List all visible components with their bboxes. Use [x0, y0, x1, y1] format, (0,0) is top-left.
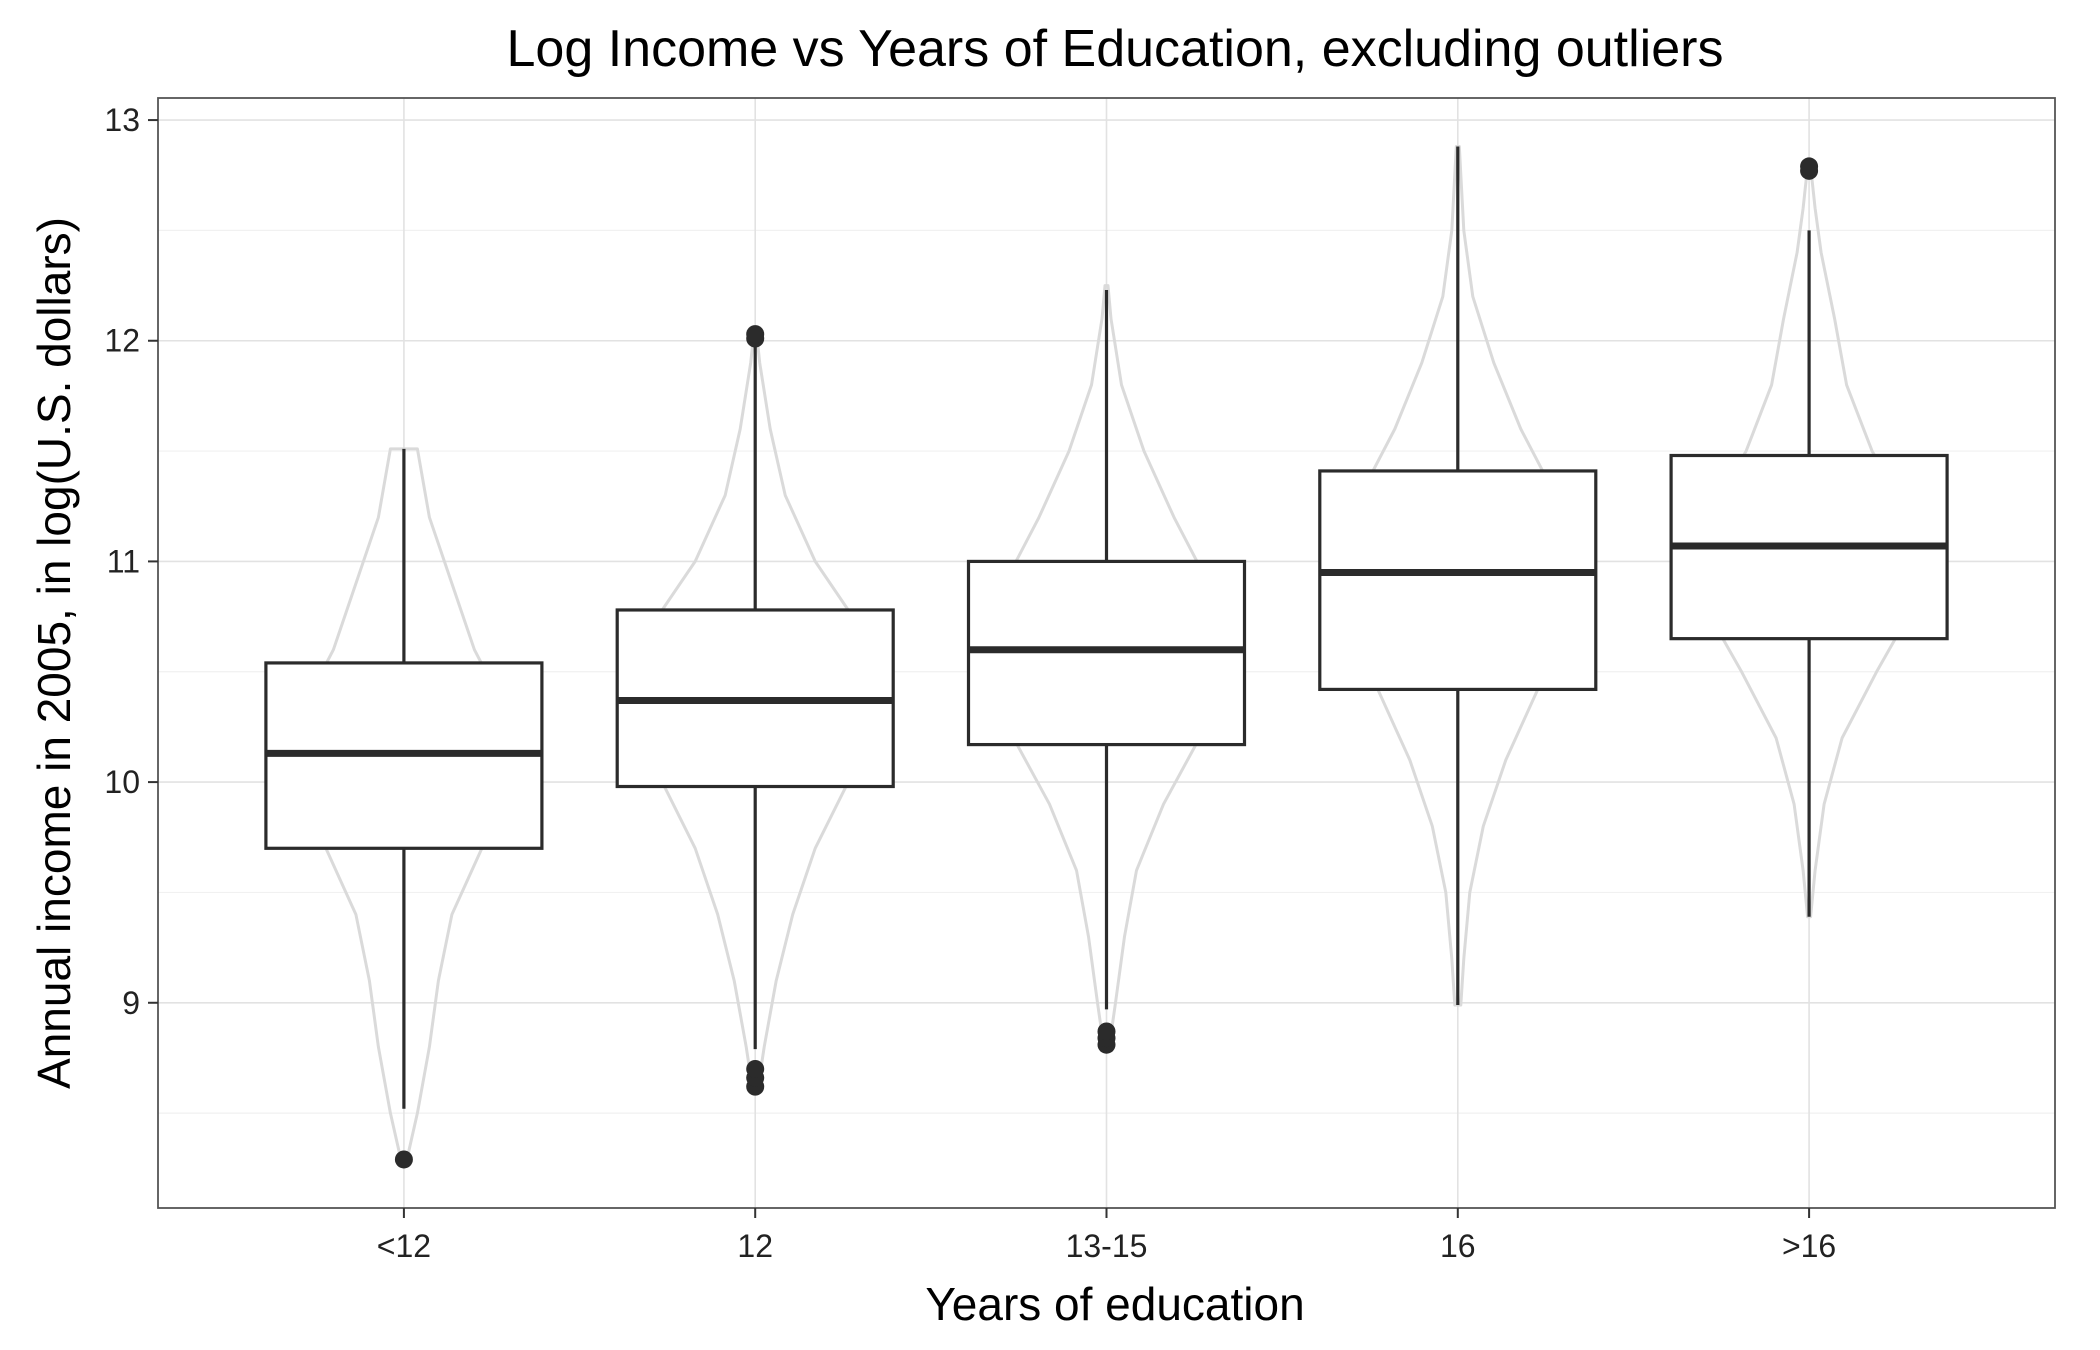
chart-title: Log Income vs Years of Education, exclud… [507, 20, 1724, 78]
outlier-point [746, 325, 765, 344]
violin-3 [1339, 145, 1577, 1007]
box-layer [264, 146, 1949, 1169]
outlier-point [1800, 157, 1819, 176]
y-tick-label: 13 [104, 102, 140, 138]
y-tick-label: 9 [122, 985, 140, 1021]
x-tick-label: >16 [1782, 1228, 1836, 1264]
y-axis-title: Annual income in 2005, in log(U.S. dolla… [28, 217, 80, 1089]
outlier-point [394, 1150, 413, 1169]
x-tick-label: 13-15 [1066, 1228, 1148, 1264]
x-tick-label: 16 [1440, 1228, 1476, 1264]
x-tick-label: <12 [377, 1228, 431, 1264]
x-axis: <12 12 13-15 16 >16 [377, 1208, 1836, 1264]
y-tick-label: 10 [104, 764, 140, 800]
outlier-point [1097, 1022, 1116, 1041]
violin-0 [288, 447, 520, 1161]
y-tick-label: 12 [104, 323, 140, 359]
x-tick-label: 12 [737, 1228, 773, 1264]
box [1318, 469, 1598, 692]
y-tick-label: 11 [107, 543, 140, 579]
box-group-2 [966, 289, 1247, 1054]
box-group-3 [1318, 146, 1598, 1005]
box-group-1 [615, 325, 895, 1096]
x-axis-title: Years of education [925, 1278, 1304, 1330]
y-axis: 9 10 11 12 13 [104, 102, 158, 1021]
box-group-4 [1669, 157, 1949, 917]
outlier-point [746, 1059, 765, 1078]
violin-2 [985, 284, 1228, 1047]
box-group-0 [264, 448, 544, 1169]
